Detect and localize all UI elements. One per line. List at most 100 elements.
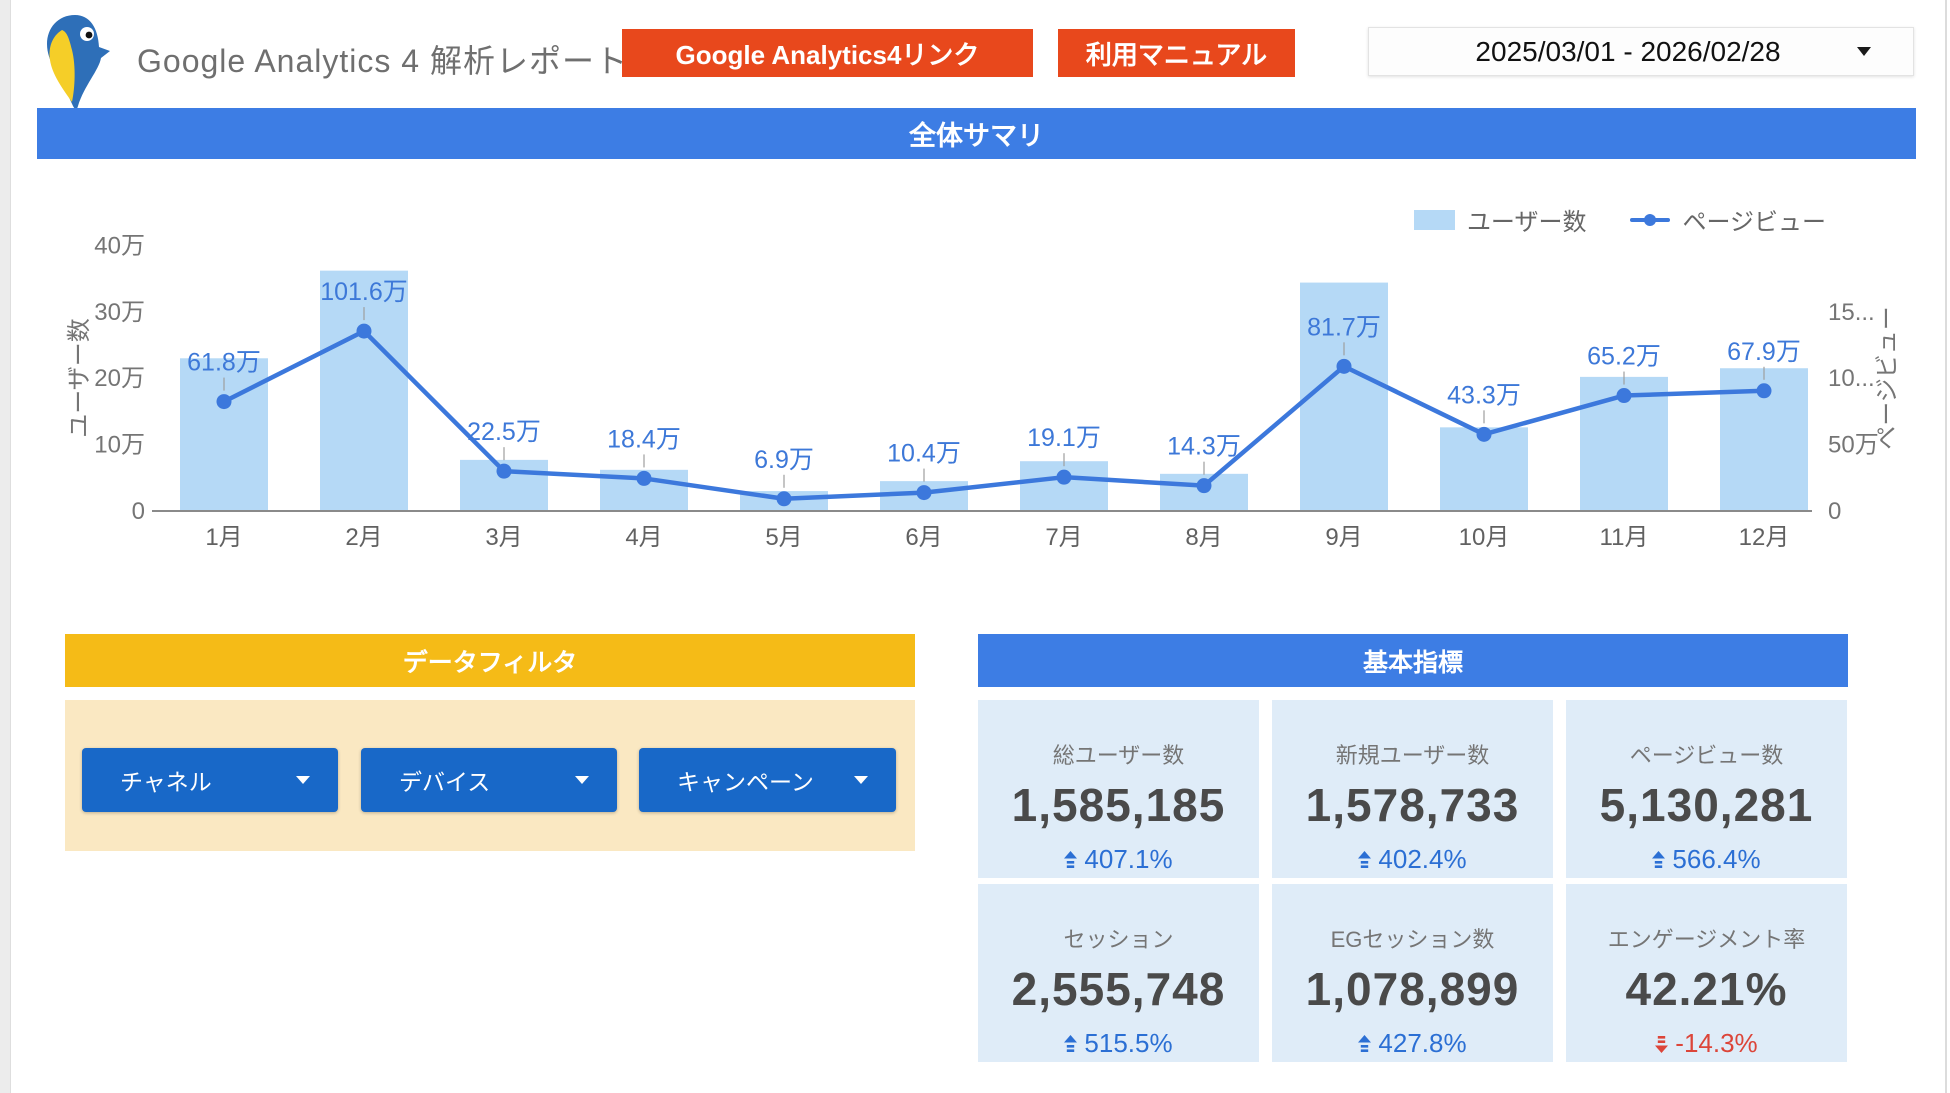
campaign-filter-dropdown[interactable]: キャンペーン bbox=[639, 748, 896, 812]
delta-up-icon bbox=[1358, 850, 1372, 868]
right-axis-title: ページビュー bbox=[1874, 306, 1901, 450]
delta-up-icon bbox=[1064, 1034, 1078, 1052]
pageview-data-label: 14.3万 bbox=[1167, 433, 1241, 461]
summary-chart[interactable]: 0 10万 20万 30万 40万 0 50万 10... 15... ユーザー数 ページビュー 1月… bbox=[37, 160, 1916, 590]
pageview-point bbox=[216, 394, 232, 410]
left-axis-tick: 20万 bbox=[94, 365, 145, 392]
channel-filter-dropdown[interactable]: チャネル bbox=[82, 748, 338, 812]
chevron-down-icon bbox=[296, 776, 310, 784]
metric-label: EGセッション数 bbox=[1330, 927, 1495, 952]
summary-banner: 全体サマリ bbox=[37, 108, 1916, 159]
metric-label: ページビュー数 bbox=[1629, 743, 1784, 768]
metric-value: 1,585,185 bbox=[1011, 779, 1226, 831]
month-label: 10月 bbox=[1459, 524, 1510, 551]
metric-value: 42.21% bbox=[1625, 963, 1788, 1015]
right-axis-tick: 15... bbox=[1828, 299, 1875, 326]
month-label: 12月 bbox=[1739, 524, 1790, 551]
metric-value: 2,555,748 bbox=[1011, 963, 1226, 1015]
month-label: 5月 bbox=[765, 524, 802, 551]
filters-banner: データフィルタ bbox=[65, 634, 915, 687]
metric-label: 総ユーザー数 bbox=[1052, 743, 1185, 768]
legend-pageviews-label: ページビュー bbox=[1682, 209, 1826, 236]
delta-up-icon bbox=[1652, 850, 1666, 868]
pageview-point bbox=[1616, 388, 1632, 404]
metric-delta-value: -14.3% bbox=[1675, 1028, 1758, 1058]
pageview-data-label: 6.9万 bbox=[754, 446, 814, 474]
pageview-data-label: 67.9万 bbox=[1727, 338, 1801, 366]
metric-delta-value: 515.5% bbox=[1084, 1028, 1173, 1058]
user-bar bbox=[1300, 282, 1388, 511]
pageview-point bbox=[496, 463, 512, 479]
metric-label: エンゲージメント率 bbox=[1607, 927, 1806, 952]
metric-card: エンゲージメント率 42.21% -14.3% bbox=[1566, 884, 1847, 1062]
pageview-line bbox=[222, 328, 1765, 502]
month-label: 8月 bbox=[1185, 524, 1222, 551]
page-title: Google Analytics 4 解析レポート bbox=[137, 43, 628, 79]
metric-card: ページビュー数 5,130,281 566.4% bbox=[1566, 700, 1847, 878]
pageview-point bbox=[1336, 358, 1352, 374]
user-bar bbox=[320, 270, 408, 511]
delta-up-icon bbox=[1358, 1034, 1372, 1052]
right-axis-tick: 0 bbox=[1828, 498, 1841, 525]
window-left-edge bbox=[0, 0, 11, 1093]
month-label: 2月 bbox=[345, 524, 382, 551]
device-filter-dropdown[interactable]: デバイス bbox=[361, 748, 617, 812]
metric-label: 新規ユーザー数 bbox=[1335, 743, 1490, 768]
bird-logo bbox=[47, 15, 110, 108]
right-axis-tick: 50万 bbox=[1828, 432, 1879, 459]
ga4-link-button[interactable]: Google Analytics4リンク bbox=[622, 29, 1033, 77]
metric-delta-value: 402.4% bbox=[1378, 844, 1467, 874]
right-axis-tick: 10... bbox=[1828, 365, 1875, 392]
metric-card: 総ユーザー数 1,585,185 407.1% bbox=[978, 700, 1259, 878]
channel-filter-label: チャネル bbox=[120, 769, 212, 795]
metric-delta-value: 566.4% bbox=[1672, 844, 1761, 874]
pageview-data-label: 22.5万 bbox=[467, 418, 541, 446]
metric-delta: 515.5% bbox=[978, 1028, 1259, 1059]
pageview-data-label: 10.4万 bbox=[887, 440, 961, 468]
month-label: 11月 bbox=[1600, 524, 1649, 551]
pageview-point bbox=[1056, 469, 1072, 485]
pageview-point bbox=[1476, 426, 1492, 442]
pageview-data-label: 101.6万 bbox=[320, 278, 408, 306]
legend-line-swatch bbox=[1630, 210, 1671, 230]
pageview-point bbox=[776, 491, 792, 507]
metric-value: 1,578,733 bbox=[1305, 779, 1520, 831]
pageview-data-label: 65.2万 bbox=[1587, 343, 1661, 371]
pageview-data-label: 19.1万 bbox=[1027, 424, 1101, 452]
chevron-down-icon bbox=[575, 776, 589, 784]
pageview-data-label: 18.4万 bbox=[607, 425, 681, 453]
left-axis-tick: 40万 bbox=[94, 232, 145, 259]
metrics-banner: 基本指標 bbox=[978, 634, 1848, 687]
pageview-data-label: 61.8万 bbox=[187, 349, 261, 377]
delta-down-icon bbox=[1655, 1035, 1669, 1053]
pageview-point bbox=[636, 470, 652, 486]
pageview-point bbox=[1756, 383, 1772, 399]
month-label: 6月 bbox=[905, 524, 942, 551]
delta-up-icon bbox=[1064, 850, 1078, 868]
left-axis-tick: 0 bbox=[132, 498, 145, 525]
metric-card: EGセッション数 1,078,899 427.8% bbox=[1272, 884, 1553, 1062]
metric-value: 1,078,899 bbox=[1305, 963, 1520, 1015]
date-range-select[interactable]: 2025/03/01 - 2026/02/28 bbox=[1368, 27, 1914, 76]
date-range-value: 2025/03/01 - 2026/02/28 bbox=[1475, 35, 1781, 67]
left-axis-tick: 30万 bbox=[94, 299, 145, 326]
metric-delta: -14.3% bbox=[1566, 1028, 1847, 1059]
month-label: 9月 bbox=[1325, 524, 1362, 551]
legend-bar-swatch bbox=[1413, 209, 1455, 230]
metric-card: セッション 2,555,748 515.5% bbox=[978, 884, 1259, 1062]
window-right-edge bbox=[1945, 0, 1947, 1093]
manual-button[interactable]: 利用マニュアル bbox=[1058, 29, 1295, 77]
pageview-point bbox=[356, 323, 372, 339]
campaign-filter-label: キャンペーン bbox=[677, 769, 814, 795]
month-label: 4月 bbox=[625, 524, 662, 551]
month-label: 1月 bbox=[205, 524, 242, 551]
chevron-down-icon bbox=[1857, 47, 1871, 56]
pageview-data-label: 43.3万 bbox=[1447, 381, 1521, 409]
metric-card: 新規ユーザー数 1,578,733 402.4% bbox=[1272, 700, 1553, 878]
month-label: 3月 bbox=[485, 524, 522, 551]
metric-delta: 407.1% bbox=[978, 844, 1259, 875]
chart-legend: ユーザー数 ページビュー bbox=[1413, 202, 1826, 237]
month-label: 7月 bbox=[1045, 524, 1082, 551]
metric-label: セッション bbox=[1063, 927, 1174, 952]
